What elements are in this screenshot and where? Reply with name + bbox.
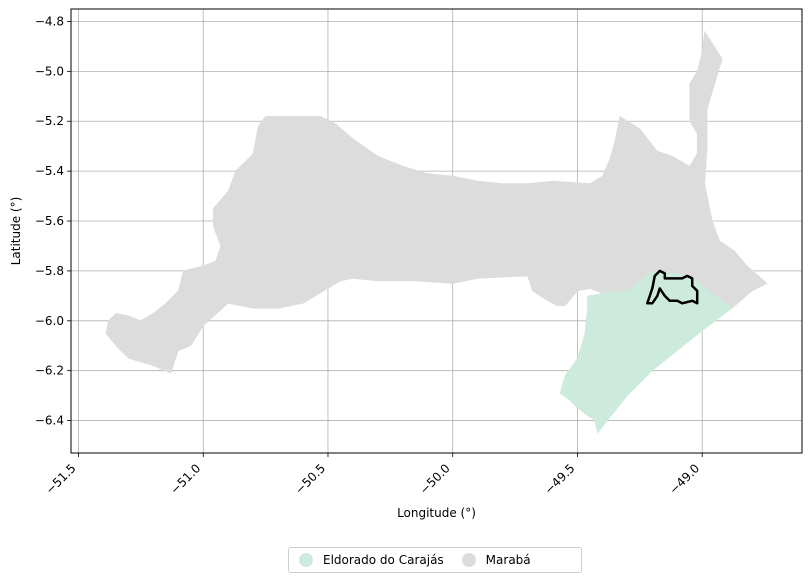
y-tick-label: −5.8: [35, 264, 64, 278]
highlight-outline-layer: [646, 269, 699, 305]
x-tick-label: −50.0: [417, 461, 453, 497]
y-tick-label: −4.8: [35, 14, 64, 28]
x-tick-label: −51.5: [43, 461, 79, 497]
plot-frame: [70, 8, 803, 454]
legend-label-eldorado: Eldorado do Carajás: [323, 553, 444, 567]
legend-swatch-eldorado: [299, 553, 313, 567]
y-axis-label: Latitude (°): [9, 197, 23, 266]
y-tick-label: −5.4: [35, 164, 64, 178]
x-axis-label: Longitude (°): [397, 506, 476, 520]
region-marab-: [105, 30, 768, 374]
y-tick-label: −6.4: [35, 414, 64, 428]
legend-item-maraba: Marabá: [461, 553, 531, 567]
y-tick-label: −6.0: [35, 314, 64, 328]
legend: Eldorado do Carajás Marabá: [288, 547, 582, 573]
y-tick-label: −5.6: [35, 214, 64, 228]
legend-label-maraba: Marabá: [485, 553, 531, 567]
x-tick-label: −51.0: [167, 461, 203, 497]
y-tick-label: −6.2: [35, 364, 64, 378]
legend-item-eldorado: Eldorado do Carajás: [299, 553, 444, 567]
y-tick-label: −5.2: [35, 114, 64, 128]
region-eldorado-do-caraj-s: [559, 270, 733, 434]
legend-swatch-maraba: [461, 553, 476, 567]
map-regions: [105, 30, 768, 434]
x-tick-label: −49.0: [666, 461, 702, 497]
x-tick-label: −49.5: [542, 461, 578, 497]
highlight-outline: [646, 269, 699, 305]
y-tick-label: −5.0: [35, 64, 64, 78]
x-tick-label: −50.5: [292, 461, 328, 497]
